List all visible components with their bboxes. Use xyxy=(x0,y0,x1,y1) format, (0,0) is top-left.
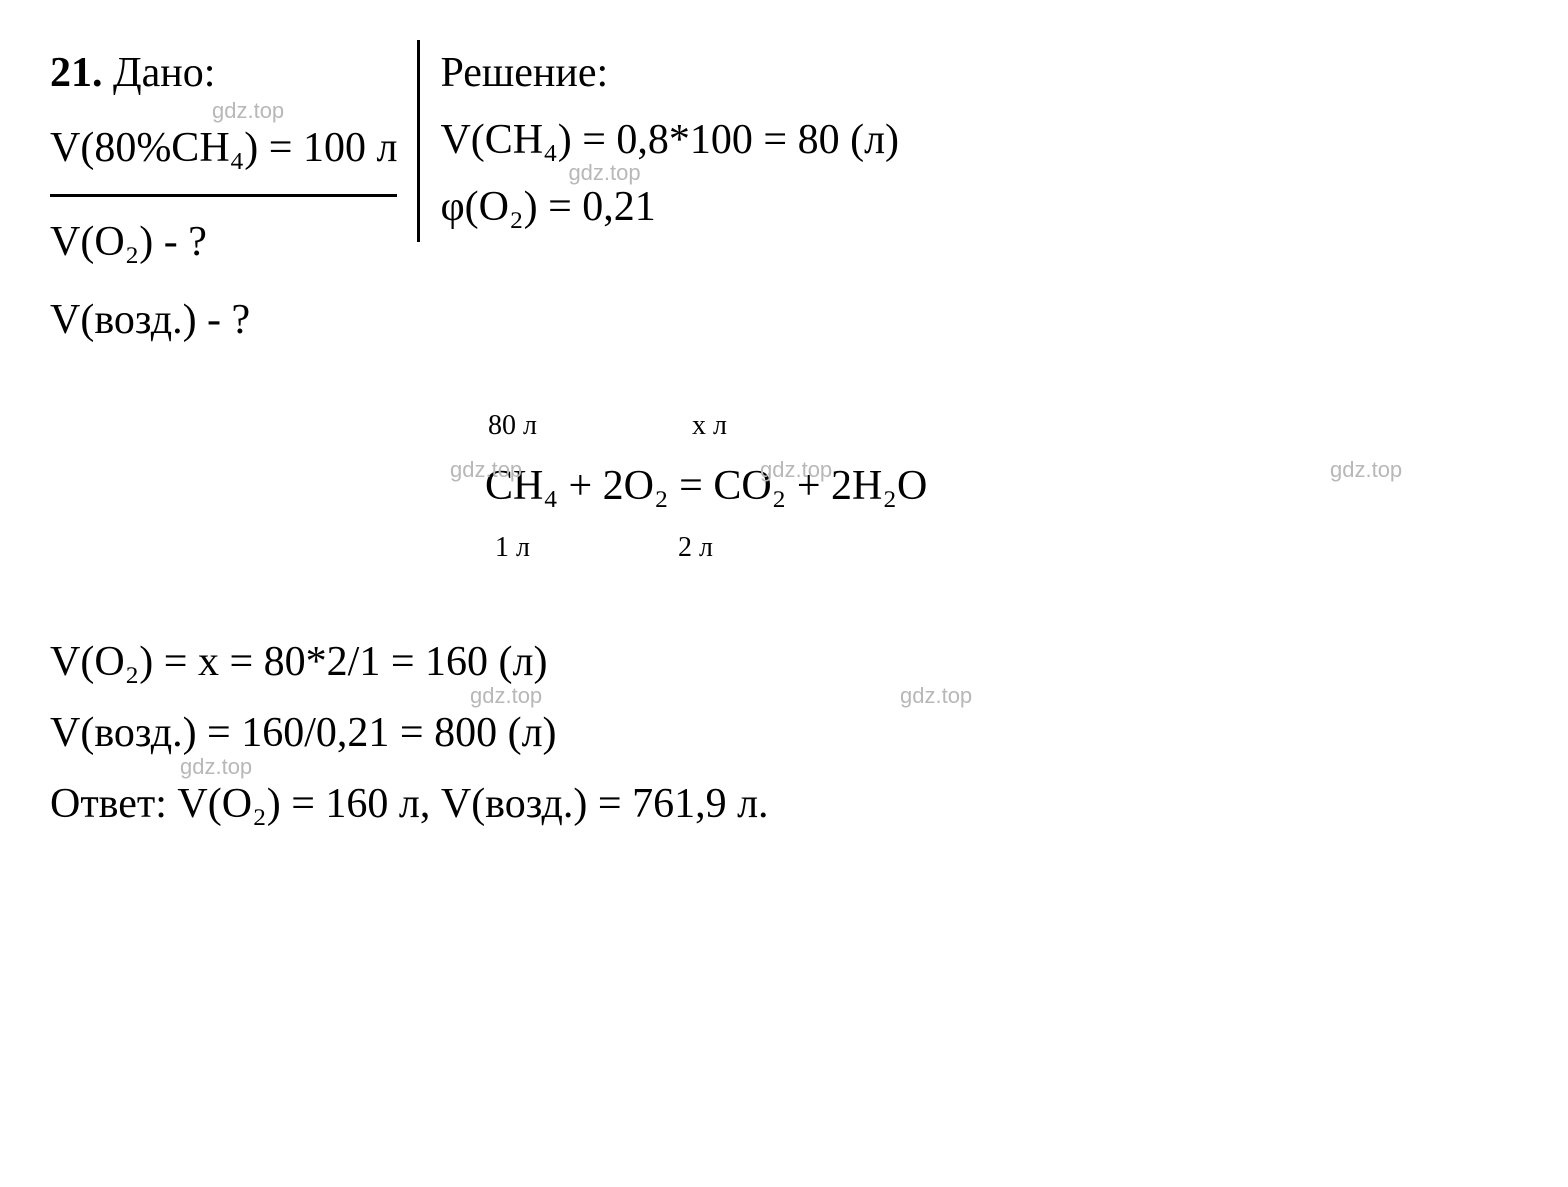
problem-number: 21. xyxy=(50,50,103,96)
watermark-text: gdz.top xyxy=(180,749,252,784)
find-2: V(возд.) - ? xyxy=(50,287,397,354)
solution-column: Решение: V(CH₄) = 0,8*100 = 80 (л) gdz.t… xyxy=(417,40,899,242)
solution-line-2: φ(O₂) = 0,21 xyxy=(440,174,899,241)
watermark-text: gdz.top xyxy=(450,452,522,487)
calc-line-2: V(возд.) = 160/0,21 = 800 (л) xyxy=(50,710,557,756)
calc-line-2-wrap: gdz.top gdz.top V(возд.) = 160/0,21 = 80… xyxy=(50,700,1518,767)
answer-line: Ответ: V(O₂) = 160 л, V(возд.) = 761,9 л… xyxy=(50,781,769,827)
given-column: 21. Дано: gdz.top V(80%CH₄) = 100 л V(O₂… xyxy=(50,40,417,354)
equation-block: gdz.top 80 л х л gdz.top gdz.top CH₄ + 2… xyxy=(330,404,1518,571)
dano-label: Дано: xyxy=(113,50,215,96)
solution-header: Решение: xyxy=(440,40,899,107)
label-2l: 2 л xyxy=(678,526,713,571)
equation-bottom-labels: 1 л 2 л xyxy=(330,526,1518,571)
watermark-text: gdz.top xyxy=(212,93,284,128)
watermark-text: gdz.top xyxy=(760,452,832,487)
solution-line-1-wrap: V(CH₄) = 0,8*100 = 80 (л) gdz.top xyxy=(440,107,899,174)
given-formula-line: gdz.top V(80%CH₄) = 100 л xyxy=(50,115,397,197)
calc-line-1: V(O₂) = х = 80*2/1 = 160 (л) xyxy=(50,629,1518,696)
answer-line-wrap: gdz.top Ответ: V(O₂) = 160 л, V(возд.) =… xyxy=(50,771,1518,838)
given-formula-1: V(80%CH₄) = 100 л xyxy=(50,125,397,171)
solution-line-1: V(CH₄) = 0,8*100 = 80 (л) xyxy=(440,117,899,163)
label-80l: 80 л xyxy=(488,404,537,449)
find-1: V(O₂) - ? xyxy=(50,209,397,276)
calculations-block: V(O₂) = х = 80*2/1 = 160 (л) gdz.top gdz… xyxy=(50,629,1518,839)
equation-top-labels: gdz.top 80 л х л gdz.top gdz.top xyxy=(330,404,1518,449)
label-xl: х л xyxy=(692,404,727,449)
label-1l: 1 л xyxy=(495,526,530,571)
watermark-text: gdz.top xyxy=(1330,452,1402,487)
watermark-text: gdz.top xyxy=(568,155,640,190)
problem-header: 21. Дано: gdz.top V(80%CH₄) = 100 л V(O₂… xyxy=(50,40,1518,354)
watermark-text: gdz.top xyxy=(900,678,972,713)
watermark-text: gdz.top xyxy=(470,678,542,713)
